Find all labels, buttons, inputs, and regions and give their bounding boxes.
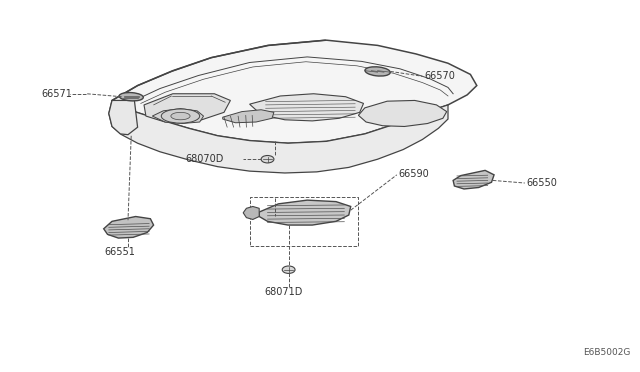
Polygon shape — [453, 170, 494, 189]
Circle shape — [261, 155, 274, 163]
Text: E6B5002G: E6B5002G — [583, 348, 630, 357]
Text: 68070D: 68070D — [186, 154, 224, 164]
Text: 66550: 66550 — [527, 178, 557, 188]
Text: 66551: 66551 — [104, 247, 135, 257]
Polygon shape — [358, 100, 447, 126]
Text: 68071D: 68071D — [264, 287, 303, 297]
Ellipse shape — [365, 67, 390, 76]
Polygon shape — [243, 206, 259, 219]
Polygon shape — [109, 100, 448, 173]
Ellipse shape — [161, 109, 200, 123]
Polygon shape — [259, 200, 351, 225]
Text: 66571: 66571 — [42, 89, 72, 99]
Circle shape — [282, 266, 295, 273]
Ellipse shape — [119, 93, 143, 101]
Ellipse shape — [171, 112, 190, 120]
Text: 66590: 66590 — [399, 169, 429, 179]
Polygon shape — [223, 110, 274, 123]
Polygon shape — [109, 100, 138, 135]
Text: 66570: 66570 — [424, 71, 455, 81]
Polygon shape — [112, 40, 477, 143]
Polygon shape — [144, 94, 230, 122]
Polygon shape — [104, 217, 154, 238]
Polygon shape — [250, 94, 364, 121]
Polygon shape — [152, 109, 204, 124]
